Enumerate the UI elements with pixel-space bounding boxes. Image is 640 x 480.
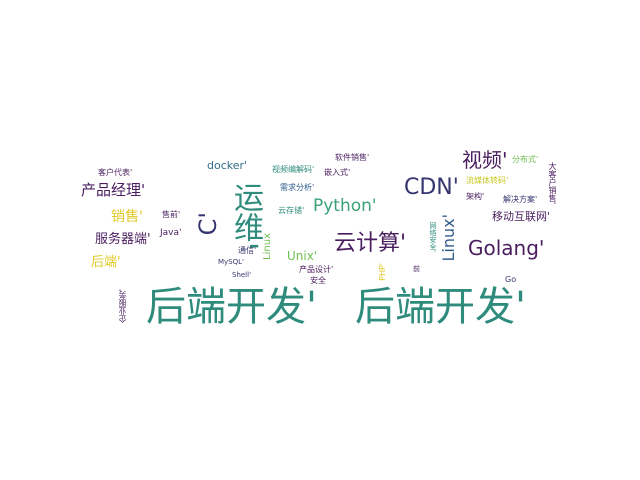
word: Shell' xyxy=(232,271,252,279)
word: 流媒体转码' xyxy=(466,176,509,185)
word: Go xyxy=(505,275,517,284)
word: 大客户销售' xyxy=(548,162,557,205)
word: 客户代表' xyxy=(98,168,133,177)
word: docker' xyxy=(207,159,248,172)
word: 销售' xyxy=(111,209,143,225)
word: 云存储' xyxy=(278,206,305,215)
word: PHP' xyxy=(378,263,387,281)
word: 后端开发' xyxy=(146,284,317,330)
word: 移动互联网' xyxy=(492,210,551,223)
word: 架构' xyxy=(466,192,485,201)
word: 视频' xyxy=(462,148,508,172)
word: 服务器端' xyxy=(95,232,151,247)
word: 通信' xyxy=(238,246,257,255)
word: Python' xyxy=(313,196,377,216)
word: CDN' xyxy=(404,175,459,200)
word: 后端' xyxy=(91,255,121,270)
word: 视频编解码' xyxy=(272,165,315,174)
word: 嵌入式' xyxy=(324,168,351,177)
word: Linux xyxy=(262,233,273,260)
word: Golang' xyxy=(468,236,545,260)
word: 解决方案' xyxy=(503,195,538,204)
word: 分布式' xyxy=(512,155,539,164)
word: 软件销售' xyxy=(335,153,370,162)
word: 售前' xyxy=(162,210,181,219)
word: Linux' xyxy=(439,214,458,262)
word: MySQL' xyxy=(218,258,244,266)
word: 企业服务' xyxy=(118,289,127,324)
word: Java' xyxy=(160,228,182,238)
word: 网络安全' xyxy=(429,222,437,252)
word: 前 xyxy=(413,265,420,273)
word: 产品经理' xyxy=(81,181,146,199)
word: 运维' xyxy=(228,182,263,251)
word: 云计算' xyxy=(334,231,407,256)
word: 需求分析' xyxy=(280,183,315,192)
word: 后端开发' xyxy=(355,284,526,330)
word: 安全 xyxy=(310,276,326,285)
word: 产品设计' xyxy=(299,265,334,274)
word: C' xyxy=(194,212,222,236)
word: Unix' xyxy=(287,249,318,263)
